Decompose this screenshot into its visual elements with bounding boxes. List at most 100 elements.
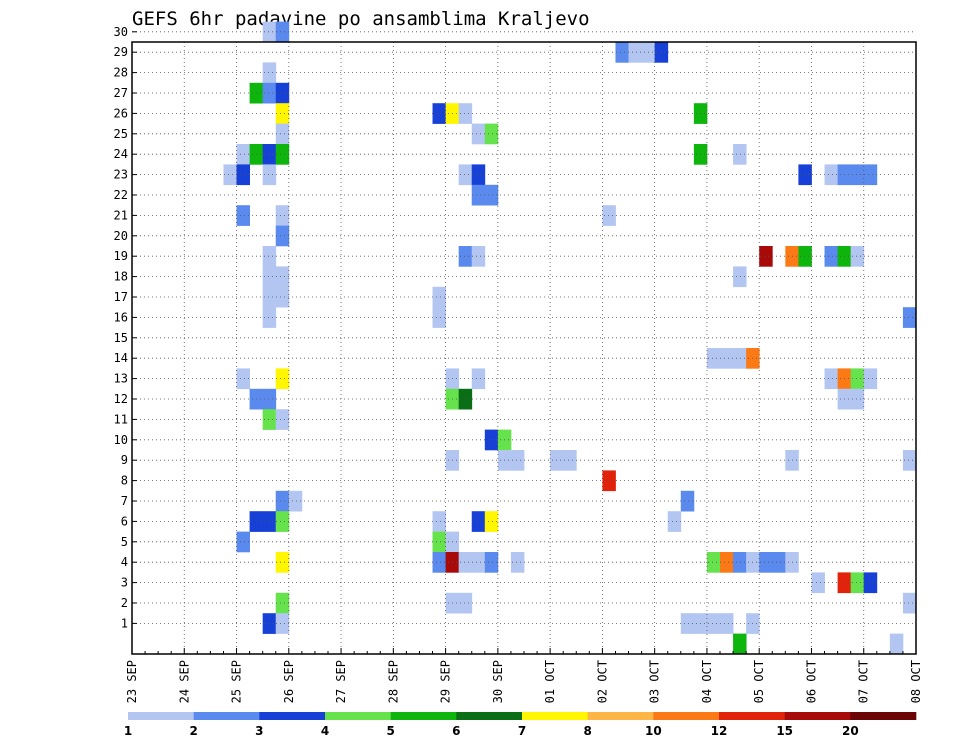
heatmap-cell — [432, 531, 446, 553]
heatmap-cell — [706, 613, 721, 634]
y-tick-label: 11 — [114, 412, 128, 426]
heatmap-cell — [275, 103, 290, 124]
y-tick-label: 21 — [114, 208, 128, 222]
heatmap-cell — [733, 552, 747, 573]
heatmap-cell — [275, 21, 290, 43]
heatmap-cell — [275, 592, 290, 614]
y-tick-label: 3 — [121, 576, 128, 590]
heatmap-cell — [432, 552, 446, 573]
colorbar-label: 10 — [645, 724, 662, 738]
heatmap-cell — [458, 164, 473, 186]
colorbar-label: 12 — [711, 724, 728, 738]
heatmap-cell — [236, 368, 250, 390]
x-tick-label: 08 OCT — [909, 660, 923, 703]
colorbar: 1 2 3 4 5 6 7 8 10 12 15 20 — [124, 712, 917, 738]
heatmap-cell — [275, 552, 290, 573]
heatmap-cell — [236, 164, 250, 186]
y-tick-label: 5 — [121, 535, 128, 549]
colorbar-swatch — [653, 712, 720, 720]
heatmap-cell — [262, 144, 277, 165]
y-tick-label: 2 — [121, 596, 128, 610]
heatmap-cell — [471, 184, 486, 206]
colorbar-swatch — [259, 712, 326, 720]
heatmap-cell — [262, 511, 277, 532]
heatmap-cell — [471, 552, 486, 573]
y-tick-label: 12 — [114, 392, 128, 406]
heatmap-cell — [850, 388, 865, 410]
x-axis: 23 SEP 24 SEP 25 SEP 26 SEP 27 SEP 28 SEP 29 S… — [125, 648, 923, 703]
heatmap-cell — [563, 450, 577, 471]
heatmap-cell — [602, 205, 616, 226]
heatmap-cell — [720, 613, 734, 634]
heatmap-cell — [484, 123, 499, 145]
heatmap-cell — [275, 205, 290, 226]
heatmap-cell — [850, 246, 865, 267]
heatmap-cell — [432, 103, 446, 124]
heatmap-cell — [759, 552, 773, 573]
colorbar-swatch — [784, 712, 851, 720]
x-tick-label: 03 OCT — [648, 660, 662, 703]
heatmap-cell — [432, 307, 446, 328]
y-tick-label: 24 — [114, 147, 128, 161]
y-tick-label: 7 — [121, 494, 128, 508]
colorbar-label: 4 — [321, 724, 329, 738]
y-tick-label: 10 — [114, 433, 128, 447]
y-tick-label: 30 — [114, 25, 128, 39]
heatmap-cell — [863, 572, 878, 594]
heatmap-cell — [811, 572, 825, 594]
heatmap-cells — [223, 21, 917, 655]
heatmap-cell — [275, 613, 290, 634]
colorbar-swatch — [587, 712, 654, 720]
y-tick-label: 13 — [114, 372, 128, 386]
heatmap-cell — [850, 368, 865, 390]
y-tick-label: 26 — [114, 106, 128, 120]
y-tick-label: 4 — [121, 555, 128, 569]
colorbar-swatch — [390, 712, 457, 720]
colorbar-swatch — [522, 712, 588, 720]
heatmap-cell — [236, 144, 250, 165]
heatmap-cell — [262, 82, 277, 104]
x-tick-label: 29 SEP — [439, 660, 453, 703]
heatmap-cell — [824, 246, 838, 267]
colorbar-swatch — [850, 712, 917, 720]
colorbar-label: 1 — [124, 724, 132, 738]
y-tick-label: 6 — [121, 514, 128, 528]
y-tick-label: 17 — [114, 290, 128, 304]
heatmap-cell — [667, 511, 682, 532]
heatmap-cell — [262, 266, 277, 288]
y-tick-label: 23 — [114, 168, 128, 182]
heatmap-cell — [733, 348, 747, 369]
heatmap-cell — [902, 307, 917, 328]
x-tick-label: 23 SEP — [125, 660, 139, 703]
y-tick-label: 1 — [121, 616, 128, 630]
x-tick-label: 07 OCT — [857, 660, 871, 703]
y-tick-label: 14 — [114, 351, 128, 365]
heatmap-cell — [432, 286, 446, 308]
heatmap-cell — [458, 103, 473, 124]
x-tick-label: 28 SEP — [386, 660, 400, 703]
colorbar-swatch — [719, 712, 785, 720]
heatmap-cell — [262, 164, 277, 186]
x-tick-label: 27 SEP — [334, 660, 348, 703]
heatmap-cell — [850, 572, 865, 594]
heatmap-cell — [733, 144, 747, 165]
heatmap-cell — [484, 511, 499, 532]
heatmap-cell — [628, 42, 642, 63]
heatmap-cell — [275, 511, 290, 532]
heatmap-cell — [824, 164, 838, 186]
heatmap-cell — [275, 144, 290, 165]
x-tick-label: 06 OCT — [804, 660, 818, 703]
y-tick-label: 22 — [114, 188, 128, 202]
heatmap-cell — [275, 225, 290, 247]
heatmap-cell — [863, 368, 878, 390]
heatmap-cell — [484, 184, 499, 206]
heatmap-cell — [471, 246, 486, 267]
heatmap-cell — [733, 266, 747, 288]
x-tick-label: 02 OCT — [595, 660, 609, 703]
heatmap-cell — [798, 246, 812, 267]
heatmap-cell — [706, 552, 721, 573]
heatmap-cell — [288, 490, 303, 512]
heatmap-cell — [262, 286, 277, 308]
heatmap-cell — [706, 348, 721, 369]
